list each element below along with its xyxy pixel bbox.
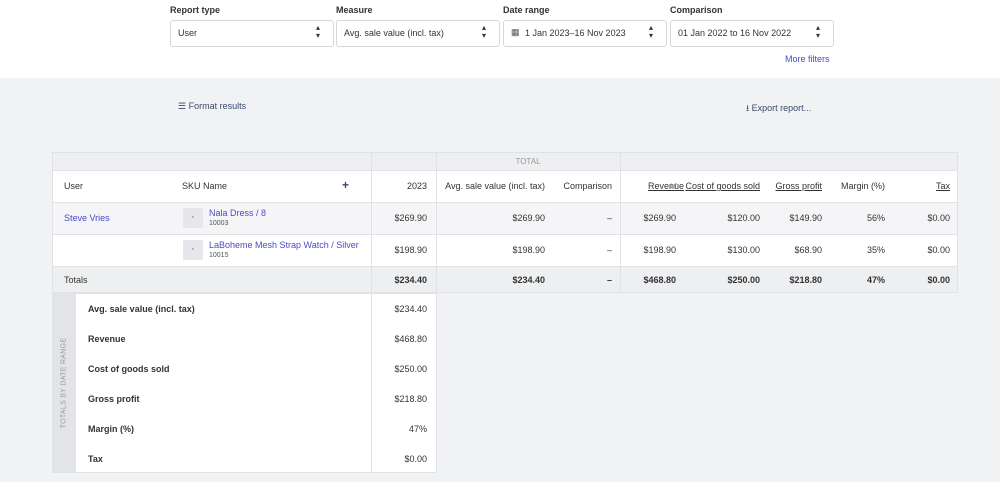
filter-label: Measure bbox=[336, 5, 373, 15]
format-results[interactable]: ☰ Format results bbox=[178, 101, 247, 111]
sku-thumb: ▪ bbox=[183, 240, 203, 260]
row-bg bbox=[53, 202, 957, 234]
row-divider bbox=[53, 234, 957, 235]
calendar-icon: ▦ bbox=[511, 27, 520, 37]
add-column[interactable]: + bbox=[342, 178, 350, 192]
sku-code: 10003 bbox=[209, 220, 229, 227]
filter-value: 1 Jan 2023–16 Nov 2023 bbox=[525, 28, 626, 38]
filter-label: Date range bbox=[503, 5, 550, 15]
filter-bar bbox=[0, 0, 1000, 78]
column-header: SKU Name bbox=[182, 181, 228, 191]
cell: $149.90 bbox=[789, 213, 822, 223]
sku-name[interactable]: LaBoheme Mesh Strap Watch / Silver bbox=[209, 240, 359, 250]
cell: $198.90 bbox=[643, 245, 676, 255]
panel-label: Gross profit bbox=[88, 394, 140, 404]
select-arrows: ▴ ▾ bbox=[316, 23, 321, 40]
cell: $120.00 bbox=[727, 213, 760, 223]
totals-cell: 47% bbox=[866, 275, 885, 285]
export-report[interactable]: ⭳ Export report... bbox=[746, 103, 812, 113]
totals-label: Totals bbox=[64, 275, 88, 285]
column-header: 2023 bbox=[406, 181, 427, 191]
sku-code: 10015 bbox=[209, 252, 229, 259]
totals-cell: $0.00 bbox=[927, 275, 950, 285]
cell: 35% bbox=[866, 245, 885, 255]
panel-value: $468.80 bbox=[394, 334, 427, 344]
panel-label: Cost of goods sold bbox=[88, 364, 170, 374]
column-divider bbox=[436, 153, 437, 292]
cell: $0.00 bbox=[927, 245, 950, 255]
cell: $269.90 bbox=[512, 213, 545, 223]
totals-cell: $218.80 bbox=[789, 275, 822, 285]
column-header: User bbox=[64, 181, 84, 191]
panel-value: $234.40 bbox=[394, 304, 427, 314]
sku-name[interactable]: Nala Dress / 8 bbox=[209, 208, 267, 218]
filter-select[interactable] bbox=[503, 20, 667, 47]
filter-value: 01 Jan 2022 to 16 Nov 2022 bbox=[678, 28, 792, 38]
filter-select[interactable] bbox=[170, 20, 334, 47]
panel-label: Avg. sale value (incl. tax) bbox=[88, 304, 195, 314]
column-header[interactable]: Revenue bbox=[647, 181, 684, 191]
panel-label: Margin (%) bbox=[88, 424, 134, 434]
filter-select[interactable] bbox=[336, 20, 500, 47]
export-report-label: Export report... bbox=[751, 103, 812, 113]
panel-label: Revenue bbox=[88, 334, 126, 344]
filter-select[interactable] bbox=[670, 20, 834, 47]
group-header-bg bbox=[53, 153, 957, 170]
select-arrows: ▴ ▾ bbox=[482, 23, 487, 40]
filter-value: Avg. sale value (incl. tax) bbox=[344, 28, 444, 38]
totals-cell: $234.40 bbox=[394, 275, 427, 285]
totals-cell: $234.40 bbox=[512, 275, 545, 285]
select-arrows: ▴ ▾ bbox=[649, 23, 654, 40]
sort-icon: ↓↑ bbox=[669, 180, 678, 190]
column-header: Margin (%) bbox=[840, 181, 885, 191]
row-divider bbox=[53, 202, 957, 203]
cell: $198.90 bbox=[394, 245, 427, 255]
panel-value: $218.80 bbox=[394, 394, 427, 404]
cell: – bbox=[606, 213, 612, 223]
cell: $130.00 bbox=[727, 245, 760, 255]
select-arrows: ▴ ▾ bbox=[816, 23, 821, 40]
totals-cell: – bbox=[606, 275, 612, 285]
column-divider bbox=[620, 153, 621, 292]
group-header: TOTAL bbox=[515, 157, 541, 166]
column-header[interactable]: Gross profit bbox=[775, 181, 822, 191]
cell: $198.90 bbox=[512, 245, 545, 255]
panel-divider bbox=[371, 293, 372, 472]
panel-value: $250.00 bbox=[394, 364, 427, 374]
totals-bg bbox=[53, 266, 957, 292]
cell: $0.00 bbox=[927, 213, 950, 223]
cell: $269.90 bbox=[643, 213, 676, 223]
column-header[interactable]: Tax bbox=[935, 181, 950, 191]
totals-cell: $468.80 bbox=[643, 275, 676, 285]
cell: – bbox=[606, 245, 612, 255]
sku-thumb: ▪ bbox=[183, 208, 203, 228]
cell: $68.90 bbox=[794, 245, 822, 255]
cell: 56% bbox=[866, 213, 885, 223]
column-header: Comparison bbox=[563, 181, 612, 191]
format-results-label: Format results bbox=[188, 101, 247, 111]
filter-value: User bbox=[178, 28, 198, 38]
panel-strip bbox=[53, 293, 76, 472]
cell: $269.90 bbox=[394, 213, 427, 223]
panel-value: $0.00 bbox=[404, 454, 427, 464]
totals-cell: $250.00 bbox=[727, 275, 760, 285]
panel-value: 47% bbox=[408, 424, 427, 434]
panel-label: Tax bbox=[88, 454, 103, 464]
filter-label: Report type bbox=[170, 5, 221, 15]
totals-panel bbox=[52, 293, 437, 473]
panel-title: TOTALS BY DATE RANGE bbox=[60, 337, 68, 429]
column-header[interactable]: Cost of goods sold bbox=[685, 181, 760, 191]
column-header: Avg. sale value (incl. tax) bbox=[445, 181, 545, 191]
row-divider bbox=[53, 266, 957, 267]
row-divider bbox=[53, 170, 957, 171]
more-filters[interactable]: More filters bbox=[785, 54, 830, 64]
user-name[interactable]: Steve Vries bbox=[64, 213, 110, 223]
column-divider bbox=[371, 153, 372, 292]
filter-label: Comparison bbox=[670, 5, 723, 15]
